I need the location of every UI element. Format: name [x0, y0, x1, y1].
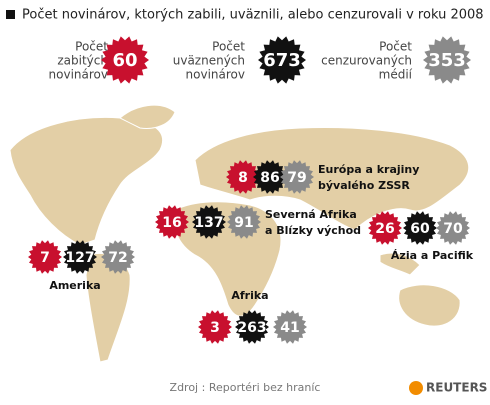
source: Zdroj : Reportéri bez hraníc	[170, 381, 321, 394]
bullet	[6, 10, 15, 19]
badge	[280, 160, 314, 194]
badge	[226, 160, 260, 194]
badge	[253, 160, 287, 194]
brand: REUTERS	[426, 381, 487, 395]
badge	[28, 240, 62, 274]
region-label: Európa a krajiny	[318, 163, 419, 176]
region-label: Ázia a Pacifik	[391, 249, 474, 262]
reuters-logo	[409, 381, 423, 395]
region-value: 26	[375, 221, 394, 237]
legend-value: 60	[112, 50, 137, 71]
badge	[423, 36, 471, 84]
region-label: Amerika	[49, 279, 100, 292]
badge	[273, 310, 307, 344]
legend-label: Počet	[212, 40, 245, 54]
region-value: 70	[443, 221, 463, 237]
region-label: a Blízky východ	[265, 224, 361, 237]
region-value: 72	[108, 250, 127, 266]
badge	[368, 211, 402, 245]
regions: 7 127 72 Amerika 16 137 91 Severná Afrika a Blíz…	[28, 160, 474, 344]
legend-label: médií	[379, 68, 413, 82]
legend-label: Počet	[379, 40, 412, 54]
region-value: 8	[238, 170, 248, 186]
badge	[235, 310, 269, 344]
badge	[101, 240, 135, 274]
region-label: Afrika	[231, 289, 268, 302]
badge	[227, 205, 261, 239]
legend-label: novinárov	[49, 68, 108, 82]
region-label: Severná Afrika	[265, 208, 357, 221]
badge	[436, 211, 470, 245]
region-value: 7	[40, 250, 50, 266]
region-label: bývalého ZSSR	[318, 179, 410, 192]
badge	[155, 205, 189, 239]
badge	[101, 36, 149, 84]
region-value: 137	[194, 215, 223, 231]
region-value: 41	[280, 320, 299, 336]
legend-value: 673	[263, 50, 301, 71]
region-value: 86	[260, 170, 279, 186]
region-value: 91	[234, 215, 253, 231]
badge	[198, 310, 232, 344]
region-value: 3	[210, 320, 220, 336]
badge	[258, 36, 306, 84]
region-value: 127	[65, 250, 94, 266]
legend-label: zabitých	[57, 54, 108, 68]
legend-label: uväznených	[173, 54, 245, 68]
legend-label: cenzurovaných	[321, 54, 412, 68]
region-value: 263	[237, 320, 266, 336]
badge	[403, 211, 437, 245]
legend-label: novinárov	[186, 68, 245, 82]
legend-label: Počet	[75, 40, 108, 54]
title: Počet novinárov, ktorých zabili, uväznil…	[22, 8, 484, 23]
badge	[192, 205, 226, 239]
legend-value: 353	[428, 50, 466, 71]
region-value: 60	[410, 221, 430, 237]
region-value: 16	[162, 215, 181, 231]
region-value: 79	[287, 170, 306, 186]
badge	[63, 240, 97, 274]
legend: Početzabitýchnovinárov60Početuväznenýchn…	[49, 36, 471, 84]
